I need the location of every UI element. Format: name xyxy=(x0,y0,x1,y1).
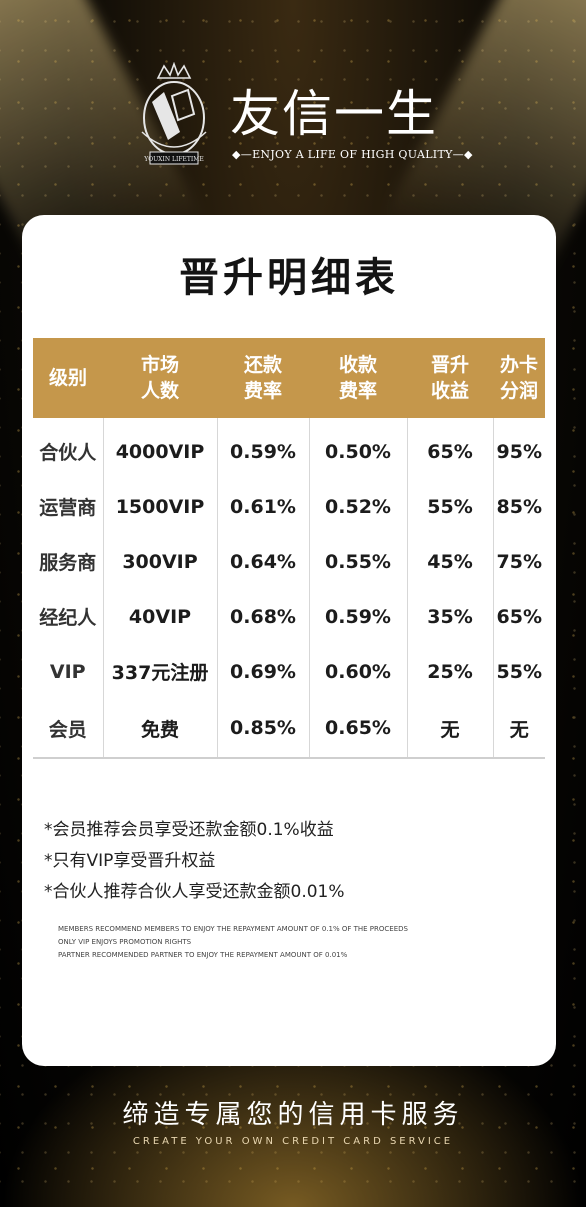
promotion-card: 晋升明细表 级别 市场 人数 还款 费率 收款 费率 晋升 收益 办卡 分润 合… xyxy=(22,215,556,1066)
cell-repay-rate: 0.68% xyxy=(216,589,309,644)
footer-slogan: 缔造专属您的信用卡服务 xyxy=(122,1100,464,1130)
cell-market-count: 免费 xyxy=(102,699,217,758)
notes-list: *会员推荐会员享受还款金额0.1%收益 *只有VIP享受晋升权益 *合伙人推荐合… xyxy=(44,815,345,908)
cell-promotion-income: 45% xyxy=(406,534,493,589)
footer-slogan-en: CREATE YOUR OWN CREDIT CARD SERVICE xyxy=(132,1136,454,1147)
table-row: 运营商 1500VIP 0.61% 0.52% 55% 85% xyxy=(33,479,545,534)
cell-level: 运营商 xyxy=(39,497,97,519)
table-row: 会员 免费 0.85% 0.65% 无 无 xyxy=(33,699,545,758)
table-row: 合伙人 4000VIP 0.59% 0.50% 65% 95% xyxy=(33,418,545,479)
cell-level: 经纪人 xyxy=(39,607,97,629)
cell-market-count: 300VIP xyxy=(102,534,217,589)
card-title: 晋升明细表 xyxy=(179,255,399,301)
header-card-share: 办卡 分润 xyxy=(499,354,538,402)
cell-level: 会员 xyxy=(48,718,87,741)
cell-promotion-income: 55% xyxy=(406,479,493,534)
cell-market-count: 4000VIP xyxy=(102,418,217,479)
header-level: 级别 xyxy=(48,367,87,389)
table-row: 服务商 300VIP 0.64% 0.55% 45% 75% xyxy=(33,534,545,589)
table-row: VIP 337元注册 0.69% 0.60% 25% 55% xyxy=(33,644,545,699)
cell-level: 合伙人 xyxy=(39,442,97,464)
cell-collect-rate: 0.65% xyxy=(308,699,407,758)
cell-promotion-income: 无 xyxy=(406,699,493,758)
brand-tagline: ◆—ENJOY A LIFE OF HIGH QUALITY—◆ xyxy=(232,148,473,161)
cell-repay-rate: 0.61% xyxy=(216,479,309,534)
promotion-table: 级别 市场 人数 还款 费率 收款 费率 晋升 收益 办卡 分润 合伙人 400… xyxy=(33,338,545,759)
brand-name: 友信一生 xyxy=(230,85,438,143)
english-note-item: MEMBERS RECOMMEND MEMBERS TO ENJOY THE R… xyxy=(58,925,408,933)
cell-card-share: 95% xyxy=(492,418,545,479)
cell-level: VIP xyxy=(49,660,86,683)
cell-card-share: 75% xyxy=(492,534,545,589)
cell-market-count: 40VIP xyxy=(102,589,217,644)
cell-repay-rate: 0.69% xyxy=(216,644,309,699)
note-item: *会员推荐会员享受还款金额0.1%收益 xyxy=(44,820,334,840)
english-note-item: PARTNER RECOMMENDED PARTNER TO ENJOY THE… xyxy=(58,951,348,959)
table-header-row: 级别 市场 人数 还款 费率 收款 费率 晋升 收益 办卡 分润 xyxy=(33,338,545,418)
cell-promotion-income: 25% xyxy=(406,644,493,699)
cell-collect-rate: 0.50% xyxy=(308,418,407,479)
cell-repay-rate: 0.85% xyxy=(216,699,309,758)
note-item: *只有VIP享受晋升权益 xyxy=(44,851,216,871)
cell-market-count: 1500VIP xyxy=(102,479,217,534)
cell-promotion-income: 35% xyxy=(406,589,493,644)
cell-collect-rate: 0.55% xyxy=(308,534,407,589)
brand-header: YOUXIN LIFETIME 友信一生 ◆—ENJOY A LIFE OF H… xyxy=(136,62,472,172)
header-promotion-income: 晋升 收益 xyxy=(430,354,469,402)
cell-level: 服务商 xyxy=(39,552,97,574)
english-note-item: ONLY VIP ENJOYS PROMOTION RIGHTS xyxy=(58,938,192,946)
cell-market-count: 337元注册 xyxy=(102,644,217,699)
crown-logo-icon: YOUXIN LIFETIME xyxy=(141,62,207,165)
cell-card-share: 55% xyxy=(492,644,545,699)
logo-text: YOUXIN LIFETIME xyxy=(143,156,204,163)
header-repay-rate: 还款 费率 xyxy=(243,354,282,402)
cell-card-share: 无 xyxy=(492,699,545,758)
cell-card-share: 65% xyxy=(492,589,545,644)
cell-repay-rate: 0.59% xyxy=(216,418,309,479)
english-notes: MEMBERS RECOMMEND MEMBERS TO ENJOY THE R… xyxy=(58,923,408,962)
cell-collect-rate: 0.60% xyxy=(308,644,407,699)
header-market-count: 市场 人数 xyxy=(140,354,179,402)
note-item: *合伙人推荐合伙人享受还款金额0.01% xyxy=(44,882,345,902)
cell-repay-rate: 0.64% xyxy=(216,534,309,589)
table-row: 经纪人 40VIP 0.68% 0.59% 35% 65% xyxy=(33,589,545,644)
cell-card-share: 85% xyxy=(492,479,545,534)
cell-collect-rate: 0.59% xyxy=(308,589,407,644)
cell-collect-rate: 0.52% xyxy=(308,479,407,534)
cell-promotion-income: 65% xyxy=(406,418,493,479)
header-collect-rate: 收款 费率 xyxy=(338,354,377,402)
